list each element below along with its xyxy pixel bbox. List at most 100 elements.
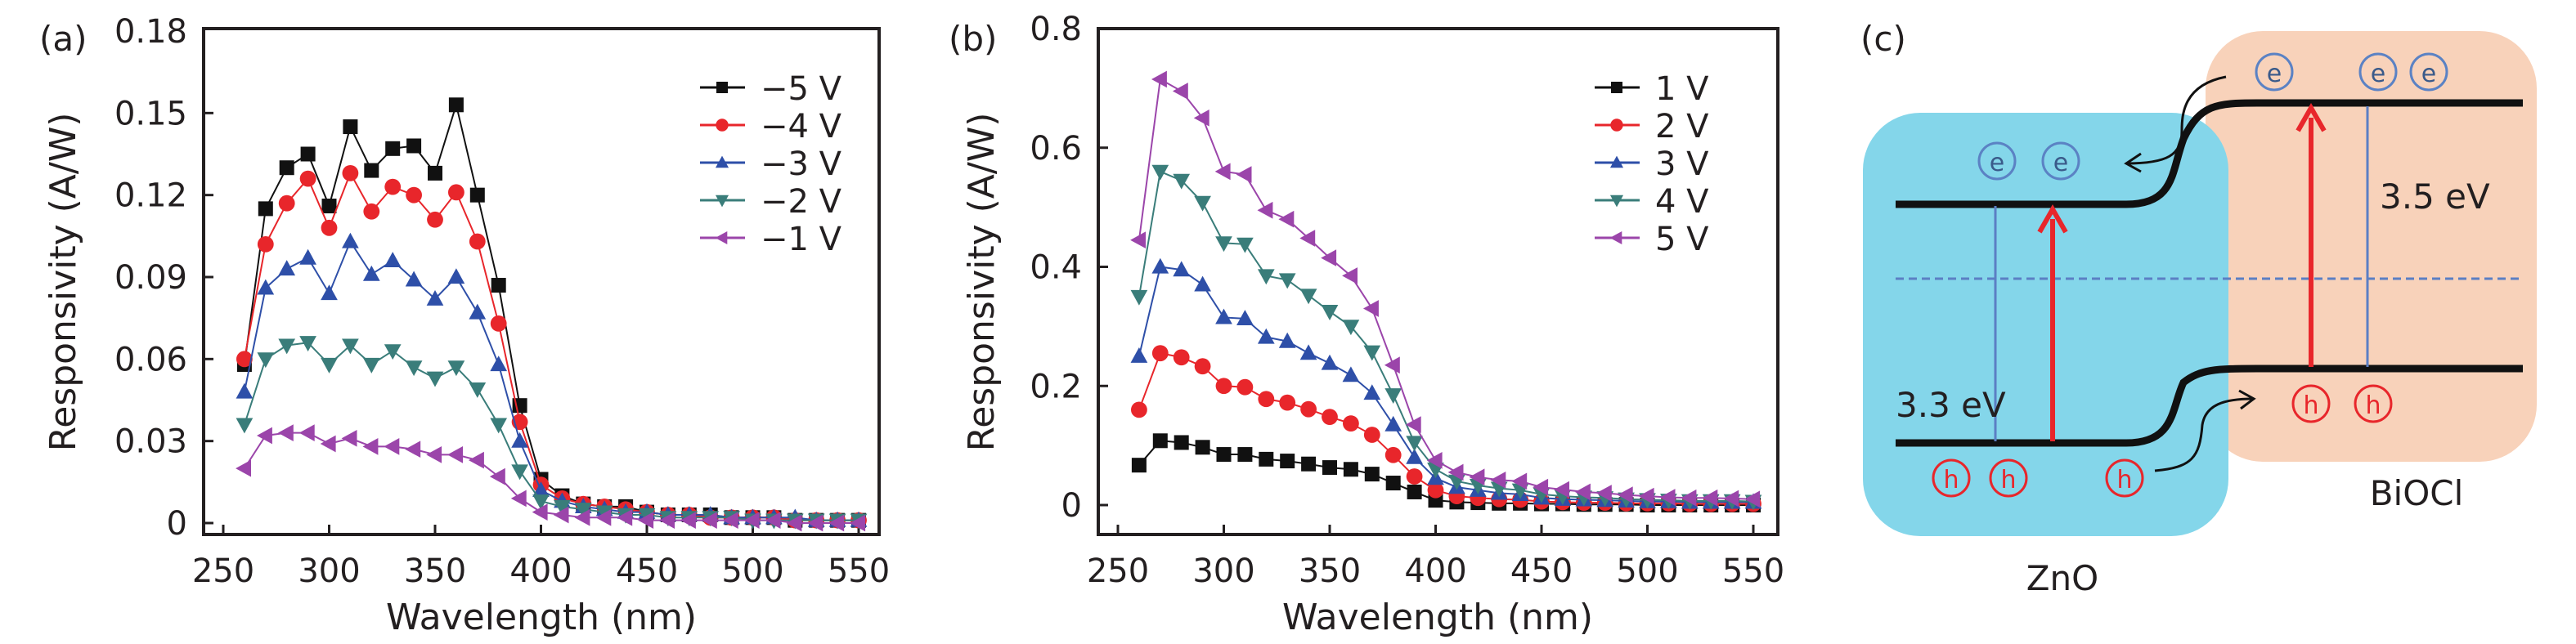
data-point bbox=[1259, 451, 1274, 467]
data-point bbox=[1151, 257, 1169, 274]
data-point bbox=[364, 163, 379, 178]
data-point bbox=[1406, 436, 1423, 452]
data-point bbox=[1364, 467, 1380, 482]
x-tick-label: 300 bbox=[298, 552, 360, 590]
data-point bbox=[1595, 485, 1612, 502]
y-tick-label: 0.12 bbox=[114, 177, 187, 215]
data-point bbox=[1342, 267, 1358, 284]
data-point bbox=[1216, 447, 1232, 463]
hole-icon: h bbox=[1932, 458, 1971, 498]
series-1 bbox=[1131, 345, 1761, 512]
panel-c-band-diagram: (c) e ee e eh h hh h 3.3 eV 3.5 eV ZnO Bi bbox=[1860, 19, 2537, 598]
data-point bbox=[1363, 300, 1379, 317]
data-point bbox=[1343, 462, 1358, 477]
data-point bbox=[1236, 166, 1252, 183]
data-point bbox=[1151, 345, 1169, 362]
x-tick-label: 250 bbox=[1087, 552, 1149, 590]
data-point bbox=[850, 514, 866, 532]
data-point bbox=[617, 508, 633, 526]
data-point bbox=[659, 512, 675, 530]
panel-b-x-axis-title: Wavelength (nm) bbox=[1282, 597, 1593, 638]
data-point bbox=[384, 252, 402, 268]
data-point bbox=[427, 211, 443, 228]
legend-marker bbox=[715, 195, 729, 208]
data-point bbox=[1237, 447, 1253, 463]
data-point bbox=[299, 336, 316, 352]
legend-item: 4 V bbox=[1595, 183, 1709, 221]
legend-item: −3 V bbox=[700, 145, 842, 183]
electron-transfer-arrow bbox=[2125, 75, 2227, 165]
data-point bbox=[257, 352, 275, 369]
data-point bbox=[1194, 275, 1211, 292]
data-point bbox=[828, 514, 845, 532]
data-point bbox=[489, 467, 505, 485]
biocl-material-label: BiOCl bbox=[2370, 473, 2464, 513]
data-point bbox=[257, 235, 274, 253]
legend-item: 3 V bbox=[1595, 145, 1709, 183]
data-point bbox=[469, 303, 487, 320]
data-point bbox=[1681, 489, 1697, 507]
legend-item: −2 V bbox=[700, 183, 842, 221]
data-point bbox=[554, 499, 571, 516]
electron-transfer-arrowhead bbox=[2124, 152, 2142, 173]
data-point bbox=[236, 459, 251, 477]
data-point bbox=[553, 506, 569, 524]
data-point bbox=[1384, 446, 1402, 463]
data-point bbox=[385, 141, 401, 156]
x-tick-label: 450 bbox=[1510, 552, 1573, 590]
data-point bbox=[1659, 489, 1676, 506]
data-point bbox=[1236, 237, 1254, 253]
legend-marker bbox=[1610, 119, 1623, 132]
data-point bbox=[1173, 261, 1191, 277]
data-point bbox=[236, 418, 254, 434]
legend-label: 3 V bbox=[1655, 145, 1709, 183]
data-point bbox=[1151, 164, 1169, 181]
data-point bbox=[743, 512, 760, 530]
data-point bbox=[574, 508, 590, 526]
data-point bbox=[1278, 273, 1296, 289]
y-tick-label: 0.15 bbox=[114, 95, 187, 132]
electron-icon: e bbox=[2041, 141, 2080, 181]
electron-icon: e bbox=[2255, 52, 2294, 92]
hole-icon: h bbox=[2105, 458, 2144, 498]
valence-band-line bbox=[1896, 364, 2523, 447]
legend-item: −5 V bbox=[700, 70, 842, 108]
data-point bbox=[1278, 332, 1296, 348]
legend-label: −2 V bbox=[761, 183, 842, 221]
data-point bbox=[279, 160, 294, 176]
data-point bbox=[278, 195, 295, 212]
data-point bbox=[1617, 486, 1633, 503]
data-point bbox=[510, 490, 527, 508]
legend-label: −1 V bbox=[761, 221, 842, 258]
data-point bbox=[1342, 320, 1360, 336]
x-tick-label: 400 bbox=[509, 552, 572, 590]
carrier-label: e bbox=[1990, 149, 2004, 177]
data-point bbox=[426, 446, 442, 463]
data-point bbox=[405, 271, 423, 287]
series-line bbox=[243, 342, 859, 521]
data-point bbox=[1131, 458, 1147, 473]
legend-marker bbox=[716, 119, 729, 132]
data-point bbox=[1151, 70, 1167, 88]
electron-icon: e bbox=[2358, 52, 2398, 92]
zno-bandgap-label: 3.3 eV bbox=[1896, 385, 2006, 425]
data-point bbox=[1321, 305, 1339, 320]
data-point bbox=[343, 119, 358, 135]
x-tick-label: 250 bbox=[192, 552, 254, 590]
data-point bbox=[1405, 416, 1421, 433]
data-point bbox=[532, 503, 548, 521]
carrier-label: e bbox=[2053, 149, 2068, 177]
electron-icon: e bbox=[1977, 141, 2017, 181]
data-point bbox=[1321, 354, 1339, 370]
data-point bbox=[638, 512, 654, 530]
data-point bbox=[574, 503, 592, 519]
data-point bbox=[1195, 440, 1210, 455]
data-point bbox=[1321, 249, 1337, 266]
legend-marker bbox=[1609, 230, 1622, 245]
series-3 bbox=[236, 336, 868, 530]
data-point bbox=[1299, 288, 1317, 305]
hole-icon: h bbox=[2354, 384, 2393, 423]
x-tick-label: 300 bbox=[1192, 552, 1254, 590]
data-point bbox=[532, 494, 550, 511]
data-point bbox=[1278, 210, 1295, 228]
